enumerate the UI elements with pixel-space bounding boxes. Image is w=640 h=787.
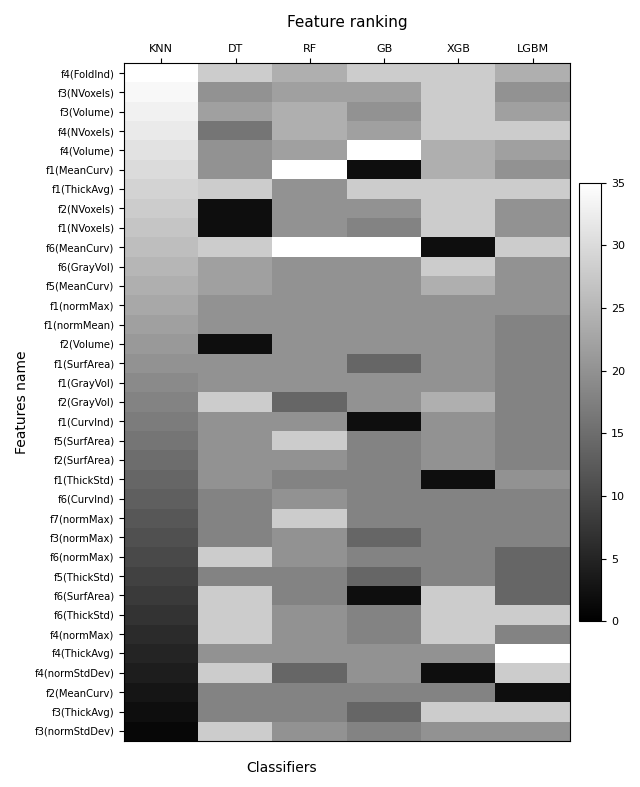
Y-axis label: Features name: Features name — [15, 350, 29, 453]
Text: Classifiers: Classifiers — [246, 761, 317, 775]
Title: Feature ranking: Feature ranking — [287, 15, 407, 30]
